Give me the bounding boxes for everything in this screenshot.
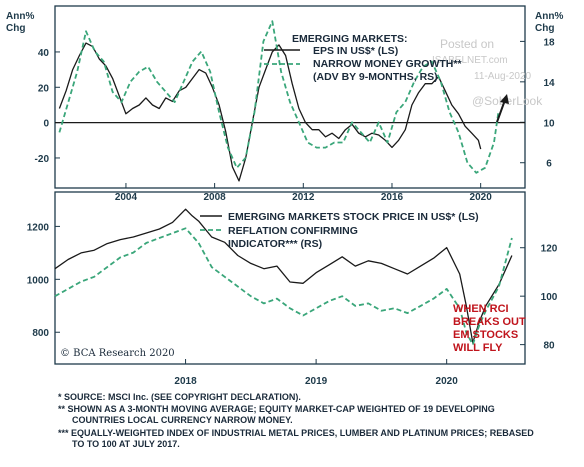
x-tick-label: 2020 — [470, 192, 493, 203]
right-unit-line1: Ann% — [535, 11, 563, 22]
top-panel-series — [55, 20, 525, 182]
right-tick-label: 100 — [541, 292, 558, 303]
legend1-money-label-2: (ADV BY 9-MONTHS, RS) — [313, 71, 438, 83]
x-tick-label: 2004 — [115, 192, 138, 203]
x-tick-label: 2018 — [174, 376, 197, 387]
left-tick-label: -20 — [35, 154, 50, 165]
left-tick-label: 800 — [32, 328, 49, 339]
right-tick-label: 6 — [546, 159, 552, 170]
annotation-line2: BREAKS OUT — [453, 316, 526, 328]
upward-arrow-head-icon — [500, 94, 509, 104]
watermark-site: ISABELNET.com — [432, 55, 508, 66]
upward-arrow-icon — [496, 99, 506, 123]
right-tick-label: 18 — [543, 37, 555, 48]
series-line-solid — [54, 208, 513, 344]
series-line-dashed — [54, 227, 513, 346]
annotation-line1: WHEN RCI — [453, 303, 509, 315]
x-tick-label: 2016 — [381, 192, 404, 203]
left-tick-label: 1200 — [27, 222, 50, 233]
x-tick-label: 2008 — [203, 192, 226, 203]
annotation-line4: WILL FLY — [453, 342, 503, 354]
footnote-2: ** SHOWN AS A 3-MONTH MOVING AVERAGE; EQ… — [58, 404, 495, 414]
x-tick-label: 2020 — [436, 376, 459, 387]
series-line-solid — [58, 42, 482, 182]
right-tick-label: 80 — [543, 341, 555, 352]
right-tick-label: 120 — [541, 244, 558, 255]
bottom-panel-ticks: 1200 1000 800 120 100 80 2018 2019 2020 — [27, 222, 558, 387]
left-tick-label: 0 — [43, 119, 49, 130]
left-unit-line2: Chg — [6, 23, 25, 34]
left-tick-label: 40 — [38, 48, 50, 59]
x-tick-label: 2012 — [292, 192, 315, 203]
right-unit-line2: Chg — [535, 23, 554, 34]
top-panel-ticks: 40 20 0 -20 18 14 10 6 2004 2008 2012 2016 2020 — [35, 37, 555, 203]
copyright-label: © BCA Research 2020 — [60, 348, 175, 359]
footnote-3: COUNTRIES LOCAL CURRENCY NARROW MONEY. — [72, 415, 293, 425]
top-panel-frame — [54, 5, 526, 189]
right-tick-label: 10 — [543, 118, 555, 129]
legend2-stock-label: EMERGING MARKETS STOCK PRICE IN US$* (LS… — [228, 211, 479, 223]
series-line-dashed — [58, 20, 500, 174]
bottom-panel-series — [54, 208, 513, 346]
legend1-money-label: NARROW MONEY GROWTH** — [313, 58, 462, 70]
legend2-rci-label: REFLATION CONFIRMING — [228, 225, 358, 237]
legend1-eps-label: EPS IN US$* (LS) — [313, 45, 398, 57]
footnote-5: TO TO 100 AT JULY 2017. — [72, 439, 180, 449]
panel1-title: EMERGING MARKETS: — [292, 33, 408, 45]
left-unit-line1: Ann% — [6, 11, 34, 22]
annotation-line3: EM STOCKS — [453, 329, 518, 341]
left-tick-label: 1000 — [27, 275, 50, 286]
legend2-rci-label-2: INDICATOR*** (RS) — [228, 238, 322, 250]
watermark-date: 11-Aug-2020 — [474, 71, 532, 82]
footnote-1: * SOURCE: MSCI Inc. (SEE COPYRIGHT DECLA… — [58, 392, 301, 402]
bottom-panel-frame — [54, 191, 526, 365]
right-tick-label: 14 — [543, 78, 555, 89]
watermark-posted-on: Posted on — [440, 37, 494, 51]
x-tick-label: 2019 — [305, 376, 328, 387]
left-tick-label: 20 — [38, 83, 50, 94]
footnote-4: *** EQUALLY-WEIGHTED INDEX OF INDUSTRIAL… — [58, 428, 534, 438]
